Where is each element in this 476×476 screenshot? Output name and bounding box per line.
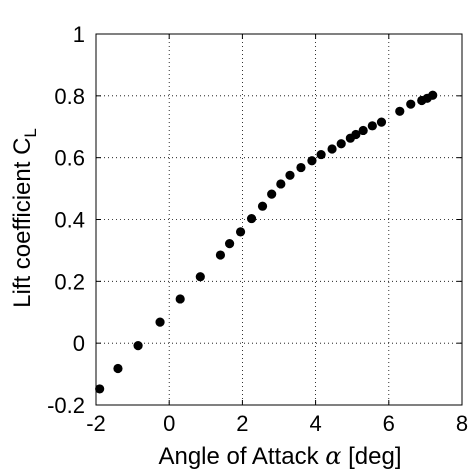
data-point	[195, 272, 205, 282]
y-tick-label: 0.4	[54, 208, 85, 233]
x-axis-label-text: Angle of Attack	[158, 443, 325, 470]
data-point	[296, 162, 306, 173]
y-tick-label: 0.8	[54, 84, 85, 109]
data-point	[376, 117, 387, 127]
data-point	[133, 341, 143, 351]
y-axis-label: Lift coefficient CL	[9, 128, 40, 308]
data-point	[316, 149, 326, 160]
y-tick-label: 0.2	[54, 269, 85, 294]
x-tick-label: 8	[456, 411, 468, 436]
data-point	[367, 121, 377, 131]
grid-lines	[96, 34, 462, 405]
data-point	[155, 317, 165, 327]
y-tick-label: 0	[73, 331, 85, 356]
x-tick-label: 2	[236, 411, 248, 436]
x-tick-labels: -2 0 2 4 6 8	[86, 411, 468, 436]
y-tick-labels: -0.2 0 0.2 0.4 0.6 0.8 1	[47, 22, 85, 418]
data-point	[257, 201, 268, 211]
data-point	[351, 129, 361, 140]
data-point	[358, 125, 368, 136]
y-tick-label: -0.2	[47, 393, 85, 418]
x-axis-label-unit: [deg]	[341, 443, 401, 470]
data-point	[395, 106, 405, 116]
data-point	[246, 213, 257, 224]
data-point	[175, 294, 185, 304]
plot-frame	[95, 33, 463, 406]
data-point	[267, 189, 277, 199]
data-points	[95, 90, 438, 394]
data-point	[224, 239, 235, 249]
x-tick-label: 0	[163, 411, 175, 436]
axis-ticks	[95, 33, 463, 406]
data-point	[215, 250, 226, 260]
data-point	[285, 170, 295, 180]
y-tick-label: 1	[73, 22, 85, 47]
data-point	[276, 179, 286, 189]
x-tick-label: 6	[383, 411, 395, 436]
data-point	[95, 384, 105, 394]
data-point	[336, 139, 346, 149]
x-axis-label-symbol: α	[325, 442, 341, 470]
y-tick-label: 0.6	[54, 146, 85, 171]
x-tick-label: 4	[309, 411, 321, 436]
data-point	[406, 99, 416, 109]
data-point	[307, 156, 317, 166]
data-point	[327, 144, 337, 154]
y-axis-label-text: Lift coefficient C	[9, 138, 36, 308]
x-tick-label: -2	[86, 411, 106, 436]
data-point	[113, 363, 123, 374]
data-point	[428, 90, 438, 100]
data-point	[235, 227, 246, 237]
x-axis-label: Angle of Attack α [deg]	[158, 442, 401, 470]
y-axis-label-subscript: L	[21, 128, 40, 137]
